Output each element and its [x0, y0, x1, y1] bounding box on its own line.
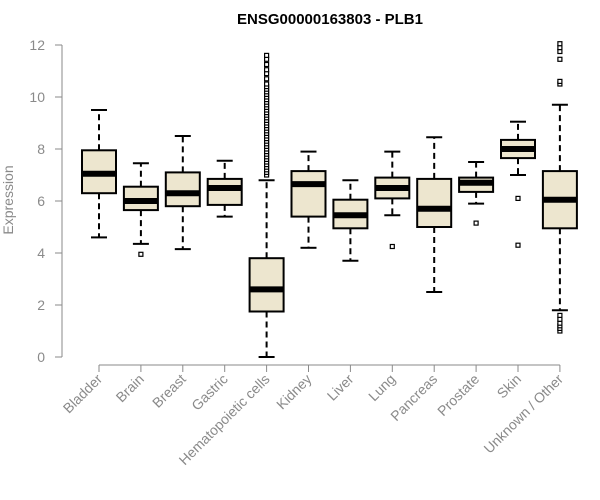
x-tick-label: Breast: [149, 371, 189, 411]
y-tick-label: 2: [37, 297, 45, 313]
box-skin: [500, 120, 536, 248]
box-unknown-other: [541, 41, 578, 334]
x-tick-label: Lung: [365, 371, 398, 404]
box-prostate: [458, 161, 495, 226]
box-pancreas: [416, 136, 453, 293]
x-tick-label: Prostate: [434, 371, 482, 419]
outlier-point: [557, 56, 563, 62]
outlier-point: [389, 243, 395, 250]
y-tick-label: 8: [37, 141, 45, 157]
y-tick-label: 12: [29, 37, 45, 53]
y-tick-label: 10: [29, 89, 45, 105]
box-brain: [122, 162, 159, 257]
outlier-point: [264, 76, 270, 82]
outlier-point: [264, 81, 270, 87]
x-tick-label: Pancreas: [387, 371, 440, 424]
outlier-point: [473, 220, 479, 226]
outlier-point: [138, 251, 144, 257]
x-tick-label: Kidney: [273, 371, 315, 413]
iqr-box: [290, 170, 327, 218]
box-kidney: [290, 150, 327, 249]
outlier-point: [515, 242, 521, 248]
outlier-point: [264, 52, 270, 59]
box-bladder: [81, 109, 117, 239]
iqr-box: [416, 177, 453, 228]
x-axis: [98, 364, 561, 372]
x-tick-label: Skin: [494, 371, 525, 402]
chart-title: ENSG00000163803 - PLB1: [237, 11, 423, 28]
x-tick-label: Unknown / Other: [480, 371, 566, 457]
x-tick-label: Bladder: [60, 371, 106, 417]
outlier-point: [557, 41, 563, 47]
outlier-point: [515, 195, 521, 201]
outlier-point: [264, 61, 270, 68]
box-gastric: [206, 159, 243, 218]
outlier-point: [264, 67, 270, 73]
iqr-box: [164, 171, 201, 208]
x-tick-label: Liver: [324, 371, 357, 404]
box-lung: [374, 150, 411, 250]
boxes-group: [81, 41, 578, 358]
y-tick-label: 6: [37, 193, 45, 209]
y-axis-label: Expression: [0, 165, 16, 234]
box-hematopoietic-cells: [248, 52, 285, 358]
outlier-point: [557, 312, 563, 318]
y-tick-label: 4: [37, 245, 45, 261]
box-liver: [332, 179, 369, 262]
iqr-box: [206, 177, 243, 206]
iqr-box: [248, 257, 285, 313]
outlier-point: [557, 78, 563, 85]
y-tick-label: 0: [37, 349, 45, 365]
y-axis: 0 2 4 6 8 10 12: [29, 37, 63, 365]
box-breast: [164, 135, 201, 251]
x-tick-label: Brain: [113, 371, 147, 405]
